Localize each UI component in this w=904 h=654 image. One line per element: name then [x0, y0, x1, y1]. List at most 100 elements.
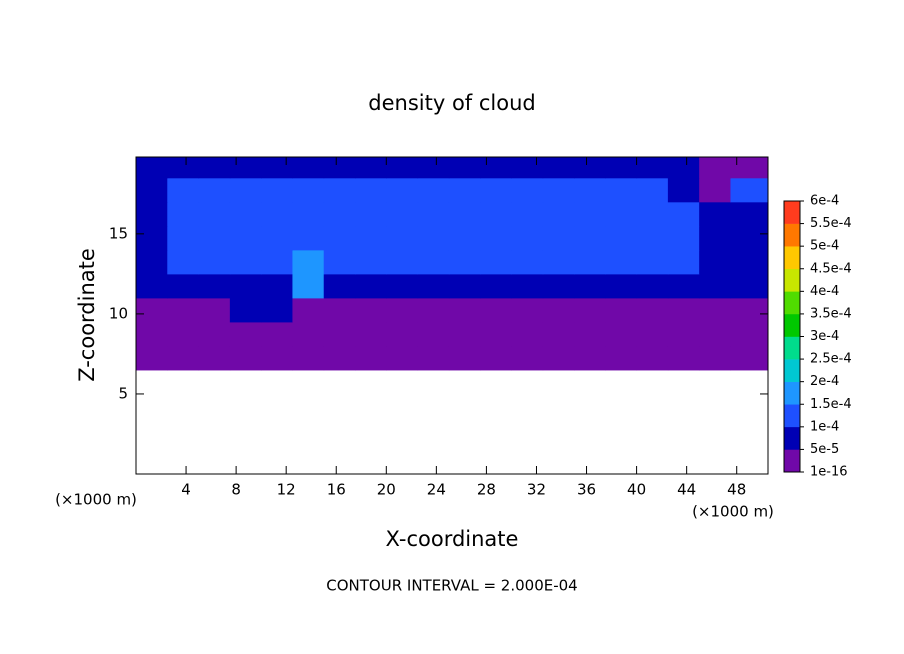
contour-cell: [386, 273, 419, 299]
colorbar-label: 1e-16: [810, 465, 848, 480]
contour-cell: [448, 345, 481, 371]
contour-cell: [480, 345, 512, 371]
contour-cell: [417, 201, 450, 227]
contour-cell: [323, 321, 356, 347]
contour-cell: [386, 297, 419, 323]
contour-cell: [636, 345, 669, 371]
contour-cell: [511, 345, 544, 371]
plot-frame: [135, 156, 769, 475]
contour-cell: [292, 249, 325, 275]
contour-cell: [229, 273, 262, 299]
contour-cell: [511, 297, 544, 323]
contour-cell: [574, 225, 606, 251]
contour-cell: [480, 249, 512, 275]
contour-cell: [167, 249, 200, 275]
contour-cell: [323, 249, 356, 275]
contour-cell: [417, 157, 450, 179]
contour-cell: [636, 225, 669, 251]
contour-cell: [198, 345, 231, 371]
contour-cell: [730, 297, 769, 323]
contour-cell: [417, 297, 450, 323]
contour-cell: [542, 249, 575, 275]
footnote: CONTOUR INTERVAL = 2.000E-04: [326, 577, 577, 595]
contour-cell: [730, 201, 769, 227]
colorbar-label: 2.5e-4: [810, 352, 852, 367]
contour-cell: [448, 273, 481, 299]
x-tick-label: 12: [277, 481, 296, 499]
x-tick-label: 28: [477, 481, 496, 499]
x-tick-label: 16: [327, 481, 346, 499]
contour-cell: [198, 157, 231, 179]
contour-cell: [136, 177, 168, 203]
contour-cell: [542, 321, 575, 347]
contour-cell: [699, 273, 731, 299]
colorbar-label: 3e-4: [810, 329, 839, 344]
contour-cell: [511, 177, 544, 203]
contour-cell: [355, 273, 387, 299]
contour-cell: [667, 201, 700, 227]
colorbar-label: 5e-5: [810, 442, 839, 457]
contour-cell: [511, 157, 544, 179]
contour-cell: [542, 297, 575, 323]
contour-cell: [636, 177, 669, 203]
colorbar-label: 5.5e-4: [810, 216, 852, 231]
contour-cell: [542, 201, 575, 227]
contour-cell: [605, 345, 638, 371]
contour-cell: [699, 321, 731, 347]
contour-cell: [542, 177, 575, 203]
contour-cell: [355, 157, 387, 179]
contour-cell: [323, 157, 356, 179]
colorbar-cell: [784, 201, 800, 224]
x-unit-label: (×1000 m): [692, 503, 774, 521]
contour-cell: [730, 273, 769, 299]
colorbar-cell: [784, 291, 800, 315]
contour-cell: [261, 157, 293, 179]
contour-cell: [355, 201, 387, 227]
colorbar-label: 5e-4: [810, 239, 839, 254]
x-tick-label: 36: [577, 481, 596, 499]
contour-cell: [699, 345, 731, 371]
contour-cell: [167, 157, 200, 179]
contour-cell: [636, 273, 669, 299]
contour-cell: [292, 225, 325, 251]
contour-cell: [605, 225, 638, 251]
contour-cell: [292, 157, 325, 179]
contour-cell: [198, 201, 231, 227]
colorbar-cell: [784, 404, 800, 428]
contour-cell: [542, 225, 575, 251]
contour-cell: [136, 225, 168, 251]
contour-cell: [167, 177, 200, 203]
contour-cell: [448, 249, 481, 275]
contour-cell: [229, 321, 262, 347]
contour-cell: [480, 225, 512, 251]
contour-cell: [261, 249, 293, 275]
contour-cell: [323, 177, 356, 203]
contour-cell: [229, 345, 262, 371]
contour-cell: [229, 297, 262, 323]
contour-cell: [167, 225, 200, 251]
contour-cell: [261, 177, 293, 203]
colorbar-label: 2e-4: [810, 374, 839, 389]
contour-cell: [229, 249, 262, 275]
contour-cell: [386, 345, 419, 371]
contour-cell: [167, 345, 200, 371]
colorbar-label: 1.5e-4: [810, 397, 852, 412]
contour-cell: [511, 249, 544, 275]
contour-cell: [167, 297, 200, 323]
contour-cell: [136, 297, 168, 323]
contour-cell: [574, 177, 606, 203]
contour-cell: [480, 297, 512, 323]
contour-cell: [636, 297, 669, 323]
contour-cell: [699, 249, 731, 275]
contour-cell: [667, 225, 700, 251]
contour-cell: [198, 297, 231, 323]
x-tick-label: 4: [181, 481, 191, 499]
contour-cell: [355, 345, 387, 371]
contour-cell: [605, 321, 638, 347]
x-tick-label: 20: [377, 481, 396, 499]
contour-cell: [167, 201, 200, 227]
colorbar-label: 4.5e-4: [810, 261, 852, 276]
contour-cell: [417, 249, 450, 275]
contour-cell: [198, 321, 231, 347]
contour-cell: [417, 177, 450, 203]
